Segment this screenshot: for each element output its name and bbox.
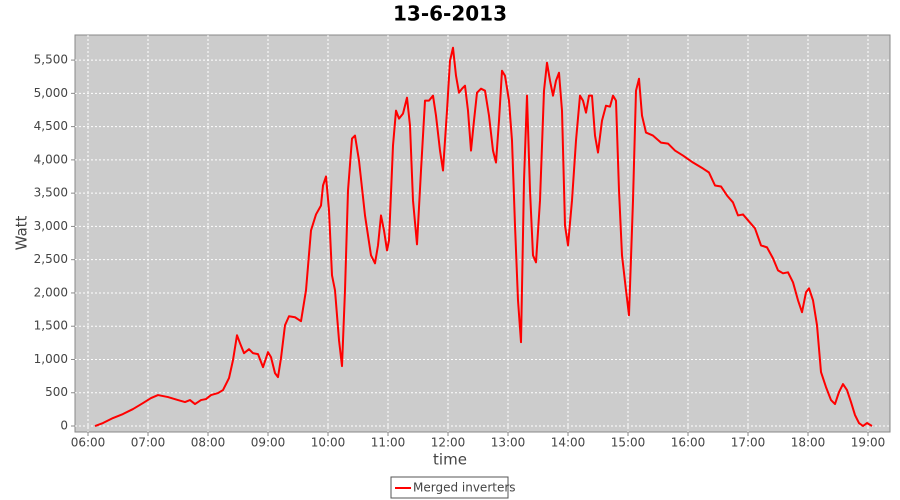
plot-area	[74, 34, 891, 433]
x-tick-label: 14:00	[551, 436, 586, 450]
x-tick-label: 10:00	[311, 436, 346, 450]
x-axis-label: time	[433, 451, 467, 469]
x-tick-label: 13:00	[491, 436, 526, 450]
y-tick-label: 1,500	[34, 319, 68, 333]
y-tick-label: 2,500	[34, 252, 68, 266]
y-tick-label: 3,500	[34, 186, 68, 200]
legend-label: Merged inverters	[413, 481, 516, 495]
chart-title: 13-6-2013	[393, 2, 507, 26]
y-tick-label: 0	[60, 419, 68, 433]
x-tick-label: 17:00	[731, 436, 766, 450]
y-tick-label: 3,000	[34, 219, 68, 233]
y-tick-label: 500	[45, 385, 68, 399]
x-tick-label: 15:00	[611, 436, 646, 450]
x-tick-label: 12:00	[431, 436, 466, 450]
y-tick-label: 5,000	[34, 86, 68, 100]
data-line	[94, 46, 873, 428]
y-tick-label: 5,500	[34, 53, 68, 67]
legend-box	[390, 476, 509, 499]
x-tick-label: 07:00	[131, 436, 166, 450]
x-tick-label: 11:00	[371, 436, 406, 450]
y-tick-label: 4,500	[34, 119, 68, 133]
x-tick-label: 19:00	[851, 436, 886, 450]
y-axis-label: Watt	[13, 215, 31, 250]
x-tick-label: 16:00	[671, 436, 706, 450]
y-tick-label: 2,000	[34, 285, 68, 299]
y-tick-label: 4,000	[34, 152, 68, 166]
y-tick-label: 1,000	[34, 352, 68, 366]
x-tick-label: 06:00	[71, 436, 106, 450]
x-tick-label: 08:00	[191, 436, 226, 450]
x-tick-label: 09:00	[251, 436, 286, 450]
x-tick-label: 18:00	[791, 436, 826, 450]
